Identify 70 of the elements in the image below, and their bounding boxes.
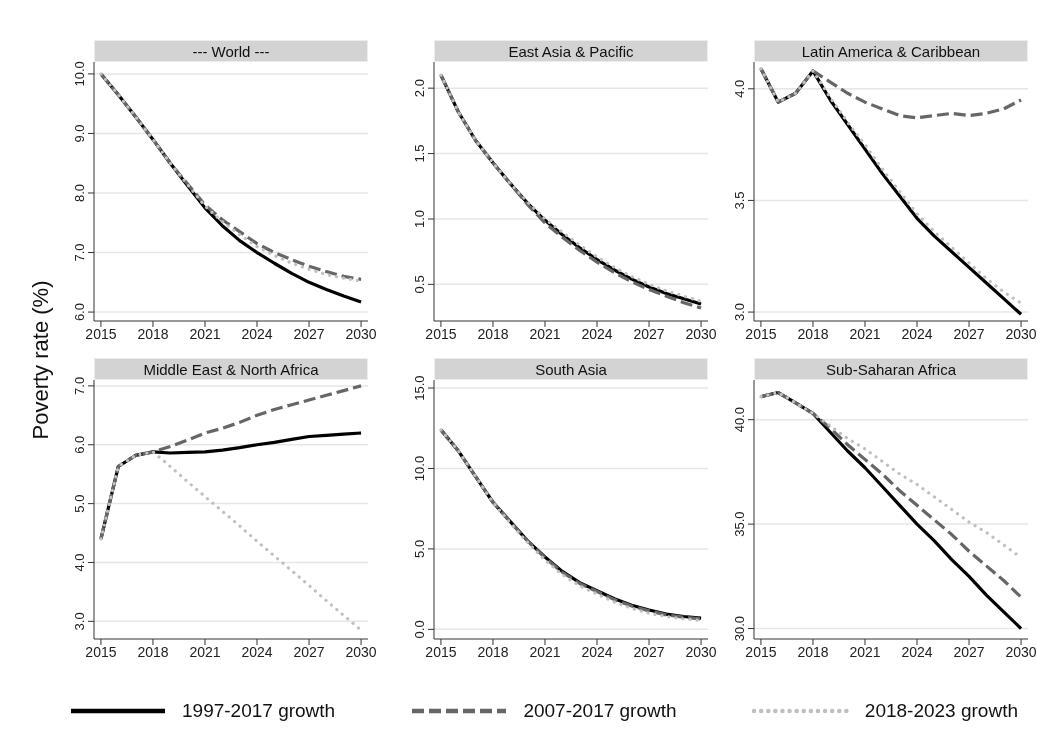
y-tick-label: 5.0 xyxy=(72,494,87,513)
x-tick-label: 2030 xyxy=(685,643,717,660)
x-tick-label: 2015 xyxy=(425,325,457,342)
x-tick-label: 2018 xyxy=(797,643,829,660)
y-tick-label: 3.0 xyxy=(72,612,87,631)
x-tick-label: 2018 xyxy=(137,643,169,660)
y-tick-label: 30.0 xyxy=(732,615,747,642)
x-tick-label: 2027 xyxy=(293,643,325,660)
x-tick-label: 2027 xyxy=(953,643,985,660)
x-tick-label: 2024 xyxy=(241,643,273,660)
chart-title: South Asia xyxy=(434,358,708,380)
y-tick-label: 1.5 xyxy=(412,144,427,163)
y-tick-label: 3.5 xyxy=(732,191,747,210)
x-tick-label: 2030 xyxy=(345,325,377,342)
chart-title: Sub-Saharan Africa xyxy=(754,358,1028,380)
chart-title: --- World --- xyxy=(94,40,368,62)
x-tick-label: 2024 xyxy=(241,325,273,342)
y-tick-label: 40.0 xyxy=(732,407,747,433)
x-tick-label: 2015 xyxy=(745,643,777,660)
x-tick-label: 2027 xyxy=(633,643,665,660)
y-tick-label: 2.0 xyxy=(412,79,427,98)
x-tick-label: 2018 xyxy=(477,643,509,660)
legend-label: 2018-2023 growth xyxy=(864,700,1018,722)
y-tick-label: 35.0 xyxy=(732,511,747,537)
x-tick-label: 2021 xyxy=(189,325,221,342)
y-tick-label: 10.0 xyxy=(72,61,87,87)
y-tick-label: 6.0 xyxy=(72,435,87,454)
chart-title: Latin America & Caribbean xyxy=(754,40,1028,62)
x-tick-label: 2015 xyxy=(85,643,117,660)
y-tick-label: 9.0 xyxy=(72,124,87,143)
y-tick-label: 0.5 xyxy=(412,275,427,294)
y-tick-label: 1.0 xyxy=(412,209,427,229)
chart-title: East Asia & Pacific xyxy=(434,40,708,62)
x-tick-label: 2030 xyxy=(1005,325,1037,342)
x-tick-label: 2021 xyxy=(849,643,881,660)
x-tick-label: 2027 xyxy=(633,325,665,342)
y-tick-label: 3.0 xyxy=(732,303,747,322)
legend-label: 1997-2017 growth xyxy=(182,700,336,722)
y-tick-label: 6.0 xyxy=(72,303,87,322)
y-tick-label: 5.0 xyxy=(412,539,427,558)
x-tick-label: 2018 xyxy=(477,325,509,342)
legend-label: 2007-2017 growth xyxy=(523,700,677,722)
x-tick-label: 2024 xyxy=(581,325,613,342)
x-tick-label: 2021 xyxy=(529,643,561,660)
x-tick-label: 2027 xyxy=(953,325,985,342)
x-tick-label: 2030 xyxy=(1005,643,1037,660)
x-tick-label: 2030 xyxy=(345,643,377,660)
x-tick-label: 2015 xyxy=(745,325,777,342)
chart-title: Middle East & North Africa xyxy=(94,358,368,380)
x-tick-label: 2030 xyxy=(685,325,717,342)
y-axis-title: Poverty rate (%) xyxy=(28,280,53,440)
y-tick-label: 4.0 xyxy=(72,553,87,572)
x-tick-label: 2021 xyxy=(189,643,221,660)
x-tick-label: 2015 xyxy=(425,643,457,660)
x-tick-label: 2015 xyxy=(85,325,117,342)
y-tick-label: 0.0 xyxy=(412,620,427,639)
y-tick-label: 7.0 xyxy=(72,376,87,395)
x-tick-label: 2024 xyxy=(901,325,933,342)
y-tick-label: 7.0 xyxy=(72,243,87,262)
x-tick-label: 2024 xyxy=(581,643,613,660)
y-tick-label: 8.0 xyxy=(72,183,87,203)
x-tick-label: 2021 xyxy=(529,325,561,342)
x-tick-label: 2018 xyxy=(137,325,169,342)
y-tick-label: 15.0 xyxy=(412,375,427,401)
x-tick-label: 2021 xyxy=(849,325,881,342)
y-tick-label: 10.0 xyxy=(412,455,427,482)
x-tick-label: 2018 xyxy=(797,325,829,342)
x-tick-label: 2024 xyxy=(901,643,933,660)
x-tick-label: 2027 xyxy=(293,325,325,342)
y-tick-label: 4.0 xyxy=(732,79,747,98)
